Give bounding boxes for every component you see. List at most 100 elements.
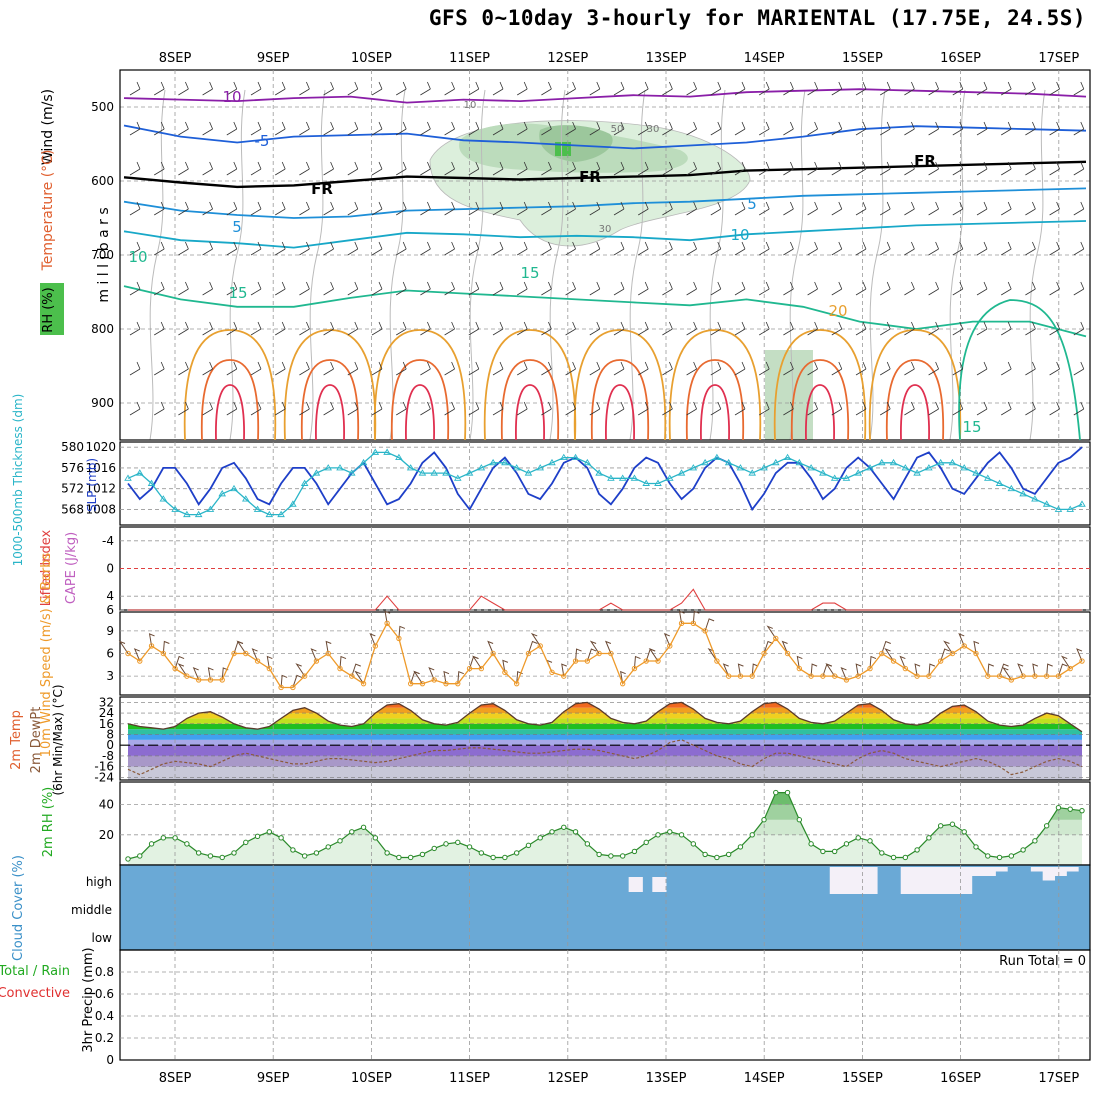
temp-tick: 0 — [106, 738, 114, 752]
upper-wind-barb — [928, 81, 939, 96]
rh-contour — [229, 89, 246, 441]
upper-wind-barb — [1049, 161, 1060, 176]
wind-barb — [869, 655, 877, 669]
upper-wind-barb — [323, 321, 334, 336]
upper-wind-barb — [202, 321, 213, 336]
upper-wind-barb — [226, 121, 238, 136]
rh-point — [1079, 807, 1085, 814]
upper-wind-barb — [541, 121, 552, 136]
upper-wind-barb — [855, 361, 867, 376]
upper-wind-barb — [1000, 121, 1012, 136]
thickness-point — [1019, 490, 1027, 497]
cloud-high-bar — [959, 867, 973, 894]
rh-point — [549, 829, 555, 835]
upper-wind-barb — [1025, 281, 1036, 296]
upper-wind-barb — [202, 81, 213, 96]
upper-wind-barb — [565, 361, 576, 376]
upper-wind-barb — [589, 281, 601, 296]
upper-wind-barb — [420, 121, 431, 136]
wind-barb — [958, 633, 965, 647]
upper-wind-barb — [1000, 161, 1012, 176]
upper-wind-barb — [395, 361, 407, 376]
date-label-bottom: 16SEP — [940, 1071, 981, 1086]
upper-wind-barb — [1025, 361, 1036, 376]
upper-wind-barb — [710, 201, 722, 216]
upper-wind-barb — [855, 401, 867, 416]
thickness-point — [1007, 484, 1016, 492]
upper-wind-barb — [1000, 361, 1012, 376]
rh-point — [702, 851, 708, 858]
upper-wind-barb — [323, 81, 334, 96]
upper-wind-barb — [783, 81, 794, 96]
upper-wind-barb — [202, 201, 213, 216]
rh-point — [843, 841, 850, 847]
wind-barb — [502, 659, 509, 673]
upper-wind-barb — [1000, 321, 1012, 336]
cloud-high-bar — [628, 877, 643, 892]
thickness-point — [1031, 495, 1039, 502]
upper-wind-barb — [1000, 81, 1012, 96]
wind-speed-point — [678, 620, 685, 627]
wind-barb — [310, 648, 317, 662]
upper-wind-barb — [1073, 81, 1085, 96]
upper-wind-barb — [952, 361, 964, 376]
upper-wind-barb — [952, 281, 964, 296]
upper-wind-barb — [710, 321, 722, 336]
thickness-point — [724, 458, 733, 466]
upper-wind-barb — [153, 161, 165, 176]
thickness-point — [972, 469, 980, 476]
rh-point — [184, 841, 190, 847]
upper-wind-barb — [153, 201, 165, 216]
wind-speed-point — [396, 635, 402, 642]
upper-wind-barb — [371, 401, 383, 416]
upper-wind-barb — [855, 161, 867, 176]
upper-wind-barb — [976, 401, 988, 416]
upper-wind-barb — [613, 281, 625, 296]
upper-wind-barb — [371, 161, 383, 176]
upper-wind-barb — [783, 321, 794, 336]
wind-barb — [704, 618, 715, 632]
date-label-bottom: 11SEP — [449, 1071, 490, 1086]
date-label-top: 10SEP — [351, 51, 392, 66]
rh-point — [301, 853, 308, 859]
upper-wind-barb — [250, 121, 262, 136]
ylabel-temp2m: 2m Temp — [9, 710, 24, 770]
upper-wind-barb — [928, 401, 939, 416]
upper-wind-barb — [710, 81, 722, 96]
date-label-top: 14SEP — [744, 51, 785, 66]
contour-25c — [790, 359, 850, 441]
thickness-point — [642, 479, 651, 486]
wind-speed-point — [549, 669, 555, 676]
upper-wind-barb — [371, 121, 383, 136]
ylabel-rh: RH (%) — [41, 287, 56, 332]
upper-wind-barb — [492, 201, 504, 216]
wind-speed-point — [879, 650, 885, 657]
wind-barb — [737, 663, 744, 677]
upper-wind-barb — [565, 201, 576, 216]
upper-wind-barb — [492, 81, 504, 96]
thickness-point — [983, 474, 992, 481]
cloud-high-bar — [865, 867, 878, 894]
upper-wind-barb — [686, 361, 697, 376]
thickness-point — [395, 453, 403, 461]
upper-wind-barb — [468, 161, 480, 176]
wind-barb — [487, 640, 494, 654]
upper-wind-barb — [686, 401, 697, 416]
rh-point — [655, 832, 661, 838]
wind-barb — [325, 640, 332, 654]
cloud-high-bar — [1054, 867, 1067, 876]
rh-tick: 40 — [99, 798, 114, 812]
upper-wind-barb — [613, 121, 625, 136]
contour-label: FR — [311, 180, 333, 198]
wind-speed-point — [643, 658, 649, 664]
upper-wind-barb — [783, 361, 794, 376]
upper-wind-barb — [589, 121, 601, 136]
ylabel-millibars: m i l l i b a r s — [96, 207, 112, 302]
upper-wind-barb — [347, 241, 359, 256]
upper-wind-barb — [662, 161, 673, 176]
upper-wind-barb — [299, 401, 310, 416]
upper-wind-barb — [879, 81, 891, 96]
temp-line — [127, 701, 1083, 733]
contour-label: 15 — [520, 264, 539, 282]
temp2m-frame — [119, 696, 1091, 781]
